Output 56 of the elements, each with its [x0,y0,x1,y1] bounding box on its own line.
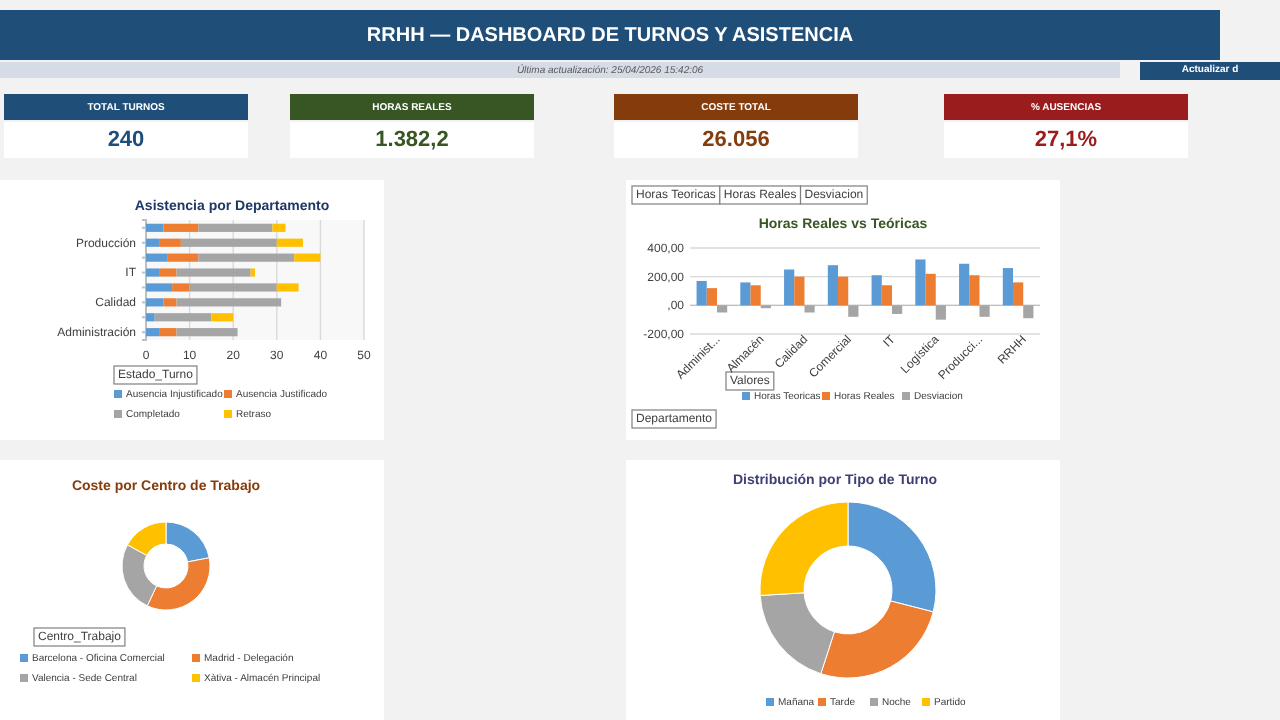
bar [696,280,707,306]
bar [167,253,199,262]
bar [146,268,160,277]
bar [146,283,173,292]
bar [146,238,160,247]
text: 27,1% [1034,127,1098,152]
bar [881,285,892,306]
bar [276,238,303,247]
bar [176,298,282,307]
bar [959,263,970,306]
bar [925,273,936,306]
bar [163,223,199,232]
bar [740,282,751,306]
bar [211,313,234,322]
bar [784,269,795,306]
text: 1.382,2 [375,127,449,152]
bar [163,298,177,307]
bar [716,305,728,313]
bar [146,328,160,337]
bar [804,305,815,313]
text: 26.056 [702,127,770,152]
bar [172,283,190,292]
text: 240 [107,127,145,152]
bar [276,283,299,292]
bar [154,313,212,322]
bar [871,275,882,306]
bar [146,313,155,322]
bar [969,275,980,306]
bar [176,328,238,337]
bar [1013,282,1024,306]
bar [272,223,286,232]
bar [848,305,859,317]
bar [1002,268,1014,306]
bar [159,238,181,247]
bar [1023,305,1034,319]
bar [827,265,839,306]
bar [146,253,168,262]
bar [146,298,164,307]
bar [146,223,164,232]
bar [838,276,849,306]
bar [706,288,717,306]
bar [294,253,321,262]
bar [159,328,177,337]
bar [891,305,903,314]
bar [180,238,277,247]
bar [198,253,295,262]
text: RRHH — DASHBOARD DE TURNOS Y ASISTENCIA [366,25,854,48]
bar [979,305,990,317]
bar [176,268,251,277]
bar [198,223,273,232]
bar [794,276,805,306]
bar [915,259,926,306]
bar [935,305,946,320]
bar [159,268,177,277]
bar [750,285,761,306]
bar [189,283,277,292]
